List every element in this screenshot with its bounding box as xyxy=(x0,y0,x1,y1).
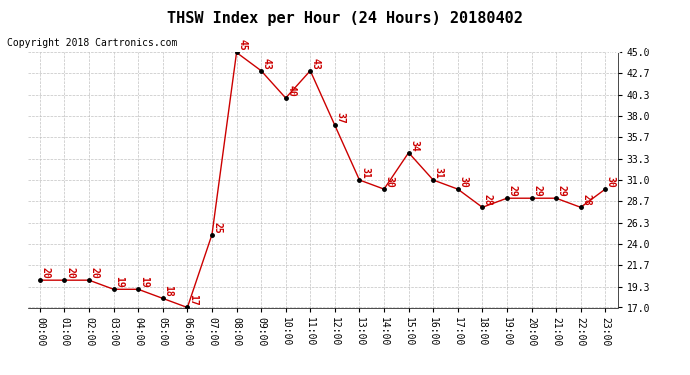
Text: 28: 28 xyxy=(483,194,493,206)
Text: 45: 45 xyxy=(237,39,247,51)
Text: 31: 31 xyxy=(434,167,444,178)
Text: 29: 29 xyxy=(507,185,518,197)
Text: 29: 29 xyxy=(557,185,566,197)
Text: 18: 18 xyxy=(164,285,173,297)
Text: 31: 31 xyxy=(360,167,370,178)
Text: 43: 43 xyxy=(310,58,321,69)
Text: 19: 19 xyxy=(114,276,124,288)
Text: 37: 37 xyxy=(335,112,346,124)
Text: THSW Index per Hour (24 Hours) 20180402: THSW Index per Hour (24 Hours) 20180402 xyxy=(167,11,523,26)
Text: 20: 20 xyxy=(65,267,75,279)
Text: 30: 30 xyxy=(606,176,615,188)
Text: 20: 20 xyxy=(90,267,99,279)
Text: 19: 19 xyxy=(139,276,149,288)
Text: 28: 28 xyxy=(581,194,591,206)
Text: 20: 20 xyxy=(41,267,50,279)
Text: Copyright 2018 Cartronics.com: Copyright 2018 Cartronics.com xyxy=(7,38,177,48)
Text: 34: 34 xyxy=(409,140,419,151)
Text: 40: 40 xyxy=(286,85,296,97)
Text: 17: 17 xyxy=(188,294,198,306)
Text: 29: 29 xyxy=(532,185,542,197)
Text: THSW  (°F): THSW (°F) xyxy=(604,45,662,55)
Text: 30: 30 xyxy=(384,176,395,188)
Text: 30: 30 xyxy=(458,176,469,188)
Text: 43: 43 xyxy=(262,58,272,69)
Text: 25: 25 xyxy=(213,222,222,233)
